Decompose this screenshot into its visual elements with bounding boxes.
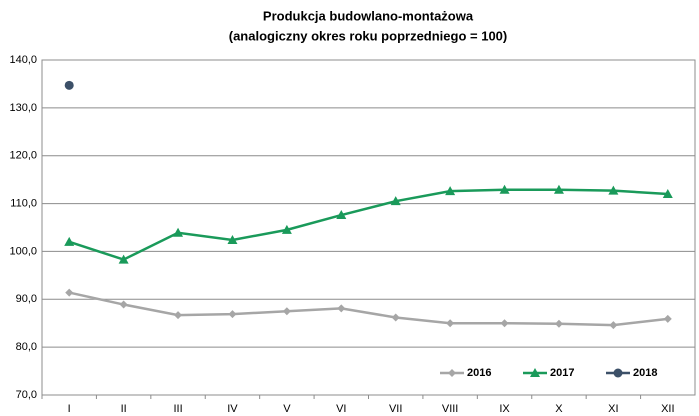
x-tick-label: XII (661, 403, 674, 415)
x-tick-label: X (555, 403, 563, 415)
marker (118, 254, 129, 264)
marker (554, 319, 563, 328)
marker (64, 236, 75, 246)
series-line (68, 188, 668, 261)
x-tick-label: IV (227, 403, 238, 415)
y-tick-label: 80,0 (16, 341, 37, 353)
marker (337, 304, 346, 313)
marker (448, 369, 456, 377)
y-tick-label: 110,0 (10, 197, 37, 209)
y-tick-label: 70,0 (16, 389, 37, 401)
marker (65, 288, 74, 297)
y-tick-label: 90,0 (16, 293, 37, 305)
y-tick-label: 140,0 (9, 54, 37, 66)
marker (119, 300, 128, 309)
y-tick-label: 100,0 (9, 245, 37, 257)
y-tick-label: 130,0 (9, 102, 37, 114)
marker (608, 185, 619, 195)
legend-label: 2018 (633, 367, 657, 379)
x-tick-label: VII (389, 403, 402, 415)
legend-label: 2017 (550, 367, 574, 379)
marker (663, 314, 672, 323)
marker (500, 319, 509, 328)
x-tick-label: XI (608, 403, 618, 415)
marker (336, 210, 347, 220)
marker (228, 310, 237, 319)
marker (390, 196, 401, 206)
legend-label: 2016 (467, 367, 491, 379)
chart-title: Produkcja budowlano-montażowa (263, 8, 474, 23)
chart-subtitle: (analogiczny okres roku poprzedniego = 1… (229, 28, 507, 43)
x-tick-label: IX (499, 403, 510, 415)
marker (64, 80, 74, 90)
marker (530, 368, 540, 377)
x-tick-label: V (283, 403, 291, 415)
y-tick-label: 120,0 (9, 150, 37, 162)
marker (613, 368, 623, 378)
marker (173, 227, 184, 237)
plot-border (41, 59, 696, 396)
marker (609, 321, 618, 330)
x-tick-label: I (68, 403, 71, 415)
x-tick-label: VI (336, 403, 346, 415)
x-tick-label: VIII (442, 403, 459, 415)
marker (391, 313, 400, 322)
marker (227, 234, 238, 244)
marker (499, 184, 510, 194)
marker (282, 307, 291, 316)
marker (553, 184, 564, 194)
x-tick-label: II (121, 403, 127, 415)
series-line (68, 291, 668, 327)
marker (281, 224, 292, 234)
marker (446, 319, 455, 328)
marker (445, 186, 456, 196)
marker (662, 189, 673, 198)
x-tick-label: III (173, 403, 182, 415)
marker (174, 311, 183, 320)
